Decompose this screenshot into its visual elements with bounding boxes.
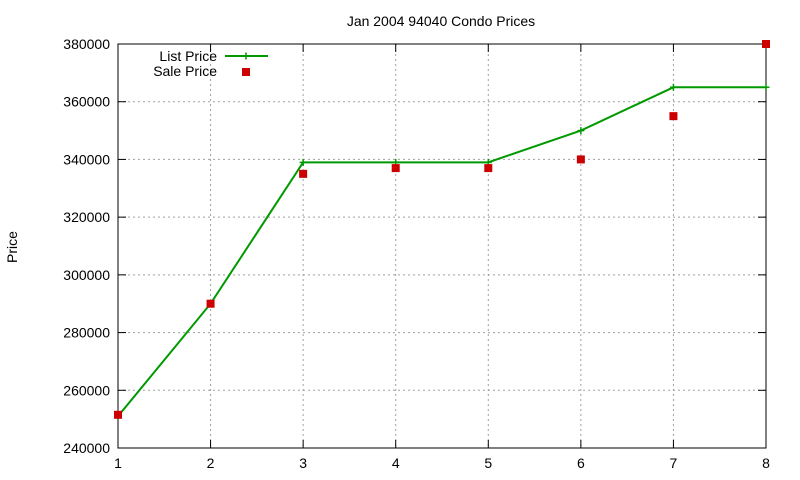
y-tick-label: 280000: [63, 325, 110, 341]
series-list-price: [114, 83, 770, 420]
legend-label-list-price: List Price: [159, 48, 217, 64]
y-tick-label: 240000: [63, 440, 110, 456]
series-sale-price: [114, 40, 770, 419]
sale-price-point: [484, 164, 493, 173]
y-tick-label: 380000: [63, 36, 110, 52]
y-tick-label: 340000: [63, 151, 110, 167]
x-tick-label: 6: [577, 455, 585, 471]
x-tick-label: 5: [484, 455, 492, 471]
x-tick-label: 8: [762, 455, 770, 471]
sale-price-point: [669, 112, 678, 121]
sale-price-point: [576, 155, 585, 164]
list-price-point: [299, 158, 307, 166]
x-tick-label: 4: [392, 455, 400, 471]
y-tick-label: 300000: [63, 267, 110, 283]
y-tick-label: 260000: [63, 382, 110, 398]
chart-title: Jan 2004 94040 Condo Prices: [347, 13, 535, 29]
sale-price-point: [206, 299, 215, 308]
x-tick-label: 3: [299, 455, 307, 471]
list-price-point: [669, 83, 677, 91]
sale-price-point: [114, 410, 122, 419]
legend-marker-sale-price: [242, 68, 250, 76]
list-price-point: [762, 83, 770, 91]
plot-frame: [117, 43, 767, 449]
sale-price-point: [391, 164, 400, 173]
sale-price-point: [299, 169, 308, 178]
list-price-point: [577, 127, 585, 135]
x-tick-label: 1: [114, 455, 122, 471]
y-tick-label: 320000: [63, 209, 110, 225]
legend: List Price Sale Price: [153, 48, 268, 79]
y-tick-label: 360000: [63, 94, 110, 110]
x-ticks: 1 2 3 4 5 6 7 8: [114, 44, 770, 471]
grid: [118, 44, 766, 448]
legend-label-sale-price: Sale Price: [153, 63, 217, 79]
list-price-line: [117, 86, 766, 417]
y-ticks: 240000 260000 280000 300000 320000 340000 3600…: [63, 36, 766, 456]
sale-price-point: [762, 40, 770, 48]
x-tick-label: 7: [670, 455, 678, 471]
x-tick-label: 2: [207, 455, 215, 471]
y-axis-label: Price: [4, 231, 20, 263]
legend-marker-list-price: [242, 52, 250, 60]
